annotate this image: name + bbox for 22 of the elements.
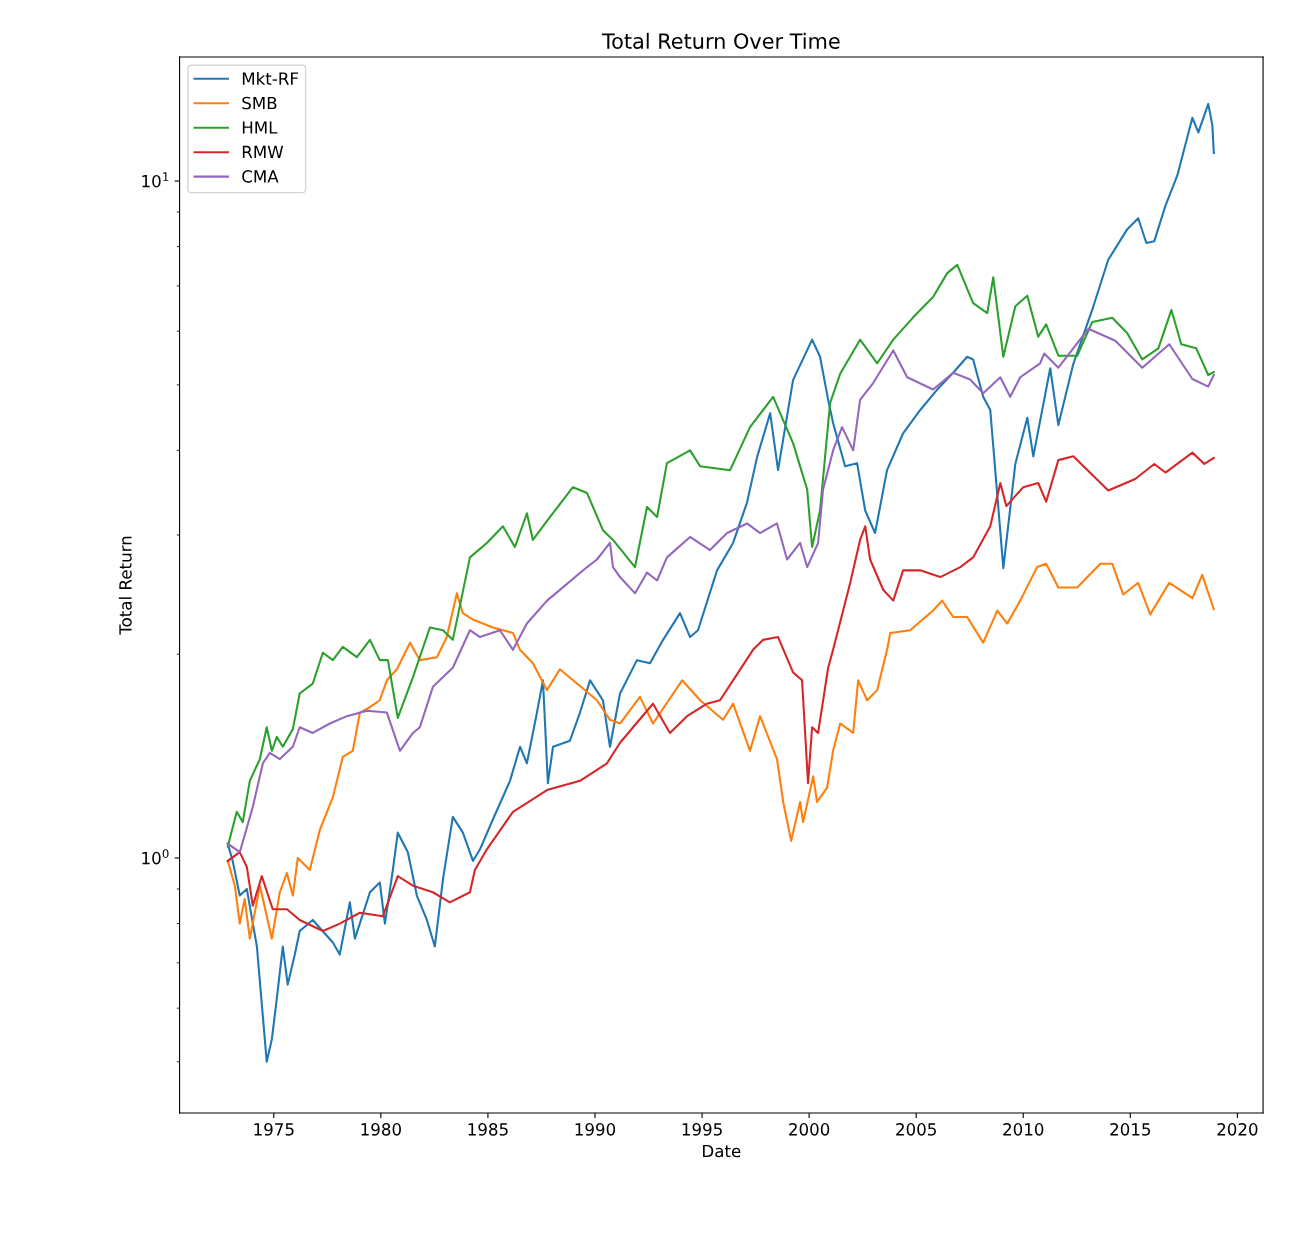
legend-label: HML: [242, 121, 278, 134]
x-axis-title: Date: [703, 1144, 741, 1158]
y-axis-title: Total Return: [118, 536, 132, 635]
y-tick-label: 10$^{0}$: [142, 849, 169, 865]
x-tick-label: 1985: [468, 1123, 508, 1136]
legend-label: Mkt-RF: [242, 71, 299, 85]
legend-label: CMA: [242, 170, 279, 183]
line-series: [226, 451, 1215, 933]
x-tick-label: 2005: [896, 1123, 936, 1136]
legend-label: SMB: [242, 96, 277, 110]
x-tick-label: 2000: [789, 1123, 830, 1136]
chart-title: Total Return Over Time: [601, 32, 840, 49]
x-tick-label: 2020: [1217, 1123, 1258, 1136]
x-tick-label: 2015: [1110, 1123, 1151, 1136]
x-tick-label: 1995: [682, 1123, 722, 1136]
line-series: [226, 562, 1215, 940]
legend-label: RMW: [242, 145, 284, 159]
y-tick-label: 10$^{1}$: [142, 172, 169, 188]
x-tick-label: 1990: [575, 1123, 616, 1136]
x-tick-label: 1980: [361, 1123, 401, 1136]
x-tick-label: 1975: [254, 1123, 294, 1136]
x-tick-label: 2010: [1003, 1123, 1044, 1136]
